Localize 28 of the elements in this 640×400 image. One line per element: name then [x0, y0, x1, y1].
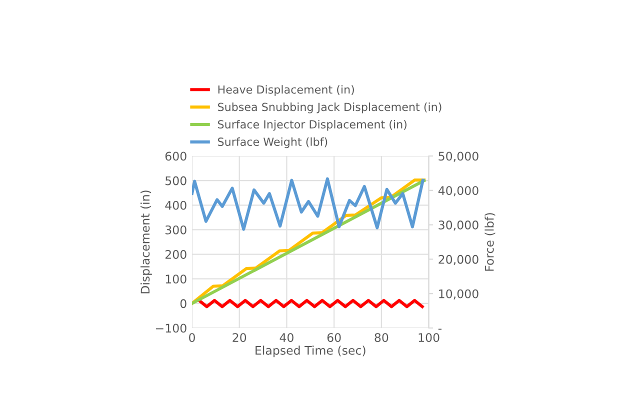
y-tick-label: −100 — [156, 324, 186, 333]
y-tick-label: 200 — [165, 250, 186, 259]
y2-tick-label: 20,000 — [438, 254, 478, 266]
x-tick-label: 40 — [280, 333, 294, 342]
y2-tick-label: 30,000 — [438, 220, 478, 231]
legend-label: Heave Displacement (in) — [218, 85, 354, 96]
y-tick-label: 300 — [166, 225, 186, 234]
legend-label: Surface Injector Displacement (in) — [218, 120, 406, 131]
y2-tick-label: - — [438, 328, 442, 330]
x-tick-label: 0 — [189, 333, 195, 342]
y-tick-label: 600 — [165, 152, 186, 161]
y-tick-label: 400 — [165, 200, 186, 210]
y-tick-label: 500 — [166, 176, 186, 186]
legend-label: Subsea Snubbing Jack Displacement (in) — [218, 102, 442, 114]
y2-tick-label: 50,000 — [438, 152, 478, 162]
y2-axis-title: Force (lbf) — [484, 213, 496, 271]
y-axis-title: Displacement (in) — [140, 190, 152, 294]
y2-tick-label: 40,000 — [438, 186, 478, 196]
y-tick-label: 100 — [166, 274, 186, 284]
x-tick-label: 80 — [374, 333, 388, 342]
x-tick-label: 20 — [232, 333, 246, 342]
x-axis-title: Elapsed Time (sec) — [256, 346, 366, 358]
y2-tick-label: 10,000 — [439, 289, 478, 300]
y-tick-label: 0 — [180, 299, 186, 308]
x-tick-label: 100 — [418, 333, 440, 342]
x-tick-label: 60 — [327, 333, 341, 342]
legend-label: Surface Weight (lbf) — [218, 137, 328, 148]
line-series — [192, 177, 424, 231]
